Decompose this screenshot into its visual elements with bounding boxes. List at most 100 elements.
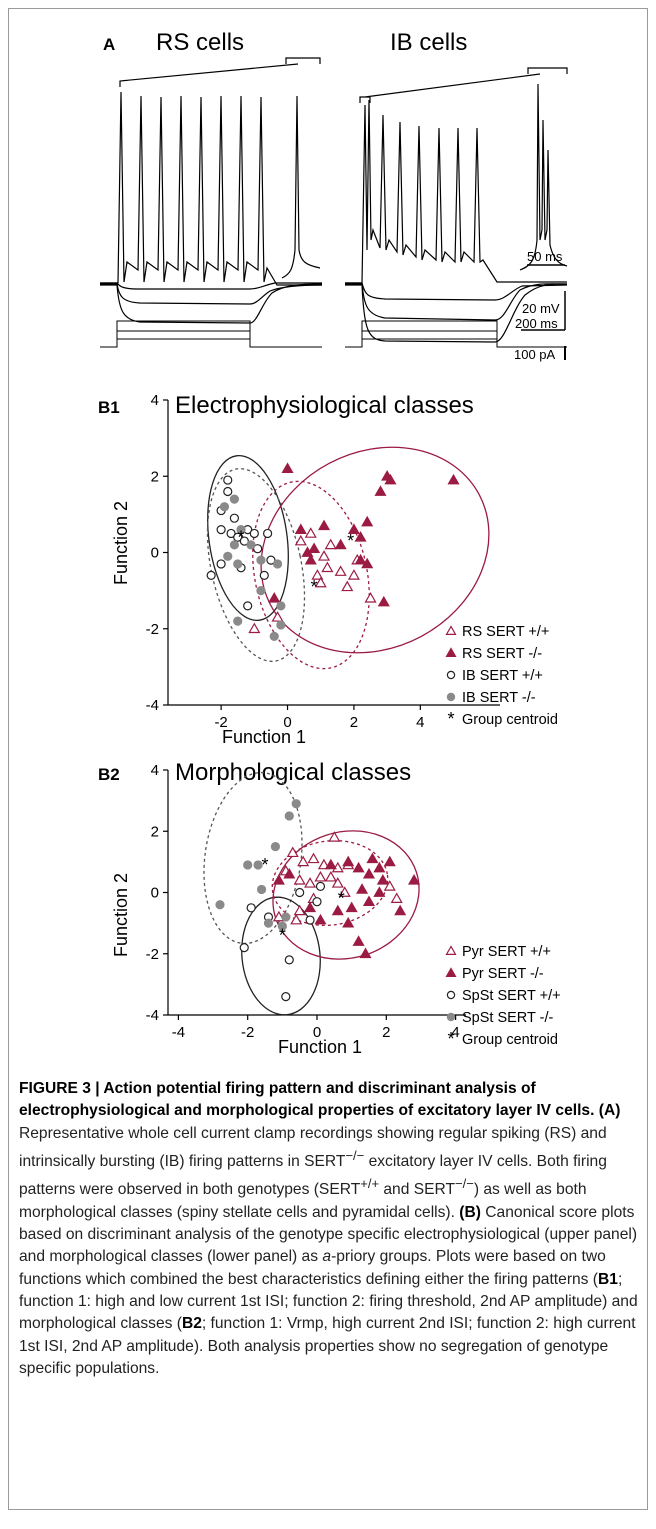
data-point-open-triangle [318,550,331,561]
data-point-open-triangle [311,569,324,580]
ib-stimulus [345,320,567,348]
legend-label: Pyr SERT +/+ [462,944,551,960]
data-point-filled-triangle [281,462,294,473]
legend-marker-filled-circle [446,1012,456,1022]
data-point-open-triangle [347,569,360,580]
data-point-filled-triangle [314,913,327,925]
ib-trace-hyper-3 [345,282,568,301]
x-tick-label: 0 [283,714,291,731]
caption-b1-label: B1 [598,1270,618,1288]
data-point-open-circle [253,544,263,554]
y-tick-label: 0 [151,885,159,902]
rs-trace-hyper-1 [100,283,323,305]
ib-trace-hyper-1 [345,283,568,321]
b1-ellipses [206,446,490,670]
rs-trace-hyper-3 [100,282,322,290]
data-point-open-triangle [307,852,320,864]
legend-label: SpSt SERT +/+ [462,988,561,1004]
data-point-filled-triangle [373,886,386,897]
data-point-filled-triangle [342,855,355,867]
data-point-filled-triangle [304,901,317,913]
legend-marker-filled-triangle [445,647,457,657]
data-point-filled-circle [269,631,279,641]
data-point-open-circle [223,475,233,485]
data-point-open-circle [246,903,256,913]
x-tick-label: -2 [214,714,227,731]
data-point-filled-triangle [447,473,460,485]
scale-time-inset-label: 50 ms [527,249,563,264]
data-point-star: * [347,531,354,551]
data-point-filled-circle [253,860,263,870]
data-point-open-circle [243,601,253,611]
x-tick-label: 2 [350,714,358,731]
data-point-open-circle [281,992,291,1002]
legend-marker-star: * [447,1029,454,1049]
legend-marker-open-circle [446,670,456,680]
data-point-open-triangle [341,580,354,592]
data-point-open-circle [266,555,276,565]
data-point-open-circle [239,536,249,546]
data-point-filled-triangle [356,883,369,894]
data-point-open-circle [259,570,269,580]
data-point-filled-circle [277,921,287,931]
data-point-filled-circle [233,559,243,569]
caption-a-sup-1: −/− [345,1147,365,1163]
caption-a-sup-2: +/+ [360,1176,380,1192]
caption-b-text-4: ; function 1: Vrmp, high current 2nd ISI… [19,1315,636,1377]
data-point-filled-circle [219,502,230,512]
caption-b-italic: a [322,1248,332,1266]
caption-b2-label: B2 [181,1315,202,1333]
data-point-filled-circle [256,586,266,596]
data-point-filled-triangle [301,546,314,557]
data-point-filled-circle [272,559,283,569]
data-point-filled-triangle [324,858,337,870]
data-point-filled-triangle [268,592,281,603]
data-point-filled-triangle [283,867,296,879]
data-point-filled-circle [229,540,239,550]
caption-b-text-1: Canonical score plots based on discrimin… [19,1203,638,1266]
y-tick-label: -4 [146,697,159,714]
data-point-star: * [279,925,286,945]
data-point-open-triangle [324,538,337,550]
data-point-open-circle [312,897,322,907]
b1-axes [167,400,500,706]
caption-a-label: (A) [598,1102,621,1120]
caption-a-text-3: and SERT [379,1181,456,1199]
y-tick-label: -4 [146,1007,159,1024]
caption-b-text-3: ; function 1: high and low current 1st I… [19,1270,638,1333]
figure-frame [8,8,648,1510]
data-point-filled-triangle [294,523,307,534]
data-point-open-triangle [304,527,317,538]
data-point-open-triangle [328,831,341,842]
b2-pyr-wt-ellipse [271,839,389,927]
b1-rs-wt-ellipse [252,480,370,670]
caption-title: FIGURE 3 | Action potential firing patte… [19,1080,595,1120]
b1-xlabel: Function 1 [222,727,306,747]
data-point-open-circle [284,955,294,965]
data-point-filled-triangle [354,553,367,565]
data-point-open-triangle [293,874,306,885]
data-point-filled-triangle [394,904,407,916]
data-point-open-triangle [290,913,303,925]
data-point-filled-circle [236,525,246,535]
data-point-filled-triangle [347,523,360,534]
data-point-open-triangle [248,622,261,634]
x-tick-label: 0 [313,1024,321,1041]
data-point-open-circle [305,915,315,925]
data-point-filled-triangle [359,947,372,959]
b1-ib-wt-ellipse [207,454,289,622]
y-tick-label: -2 [146,946,159,963]
data-point-filled-triangle [352,935,365,946]
b2-ticks: -4 -2 0 2 4 -4 -2 0 2 4 [146,762,460,1041]
b2-ellipses [203,771,420,1016]
b1-points: * * * [206,462,460,641]
data-point-filled-triangle [308,542,321,554]
data-point-open-triangle [297,855,310,867]
ib-cells-title: IB cells [390,29,467,56]
scale-bars [521,264,566,360]
panel-b1: B1 Electrophysiological classes Function… [98,392,558,747]
data-point-filled-triangle [407,874,421,885]
b2-legend: Pyr SERT +/+ Pyr SERT -/- SpSt SERT +/+ SpS… [445,944,561,1049]
data-point-open-triangle [383,880,396,891]
ib-inset-burst [519,83,568,271]
